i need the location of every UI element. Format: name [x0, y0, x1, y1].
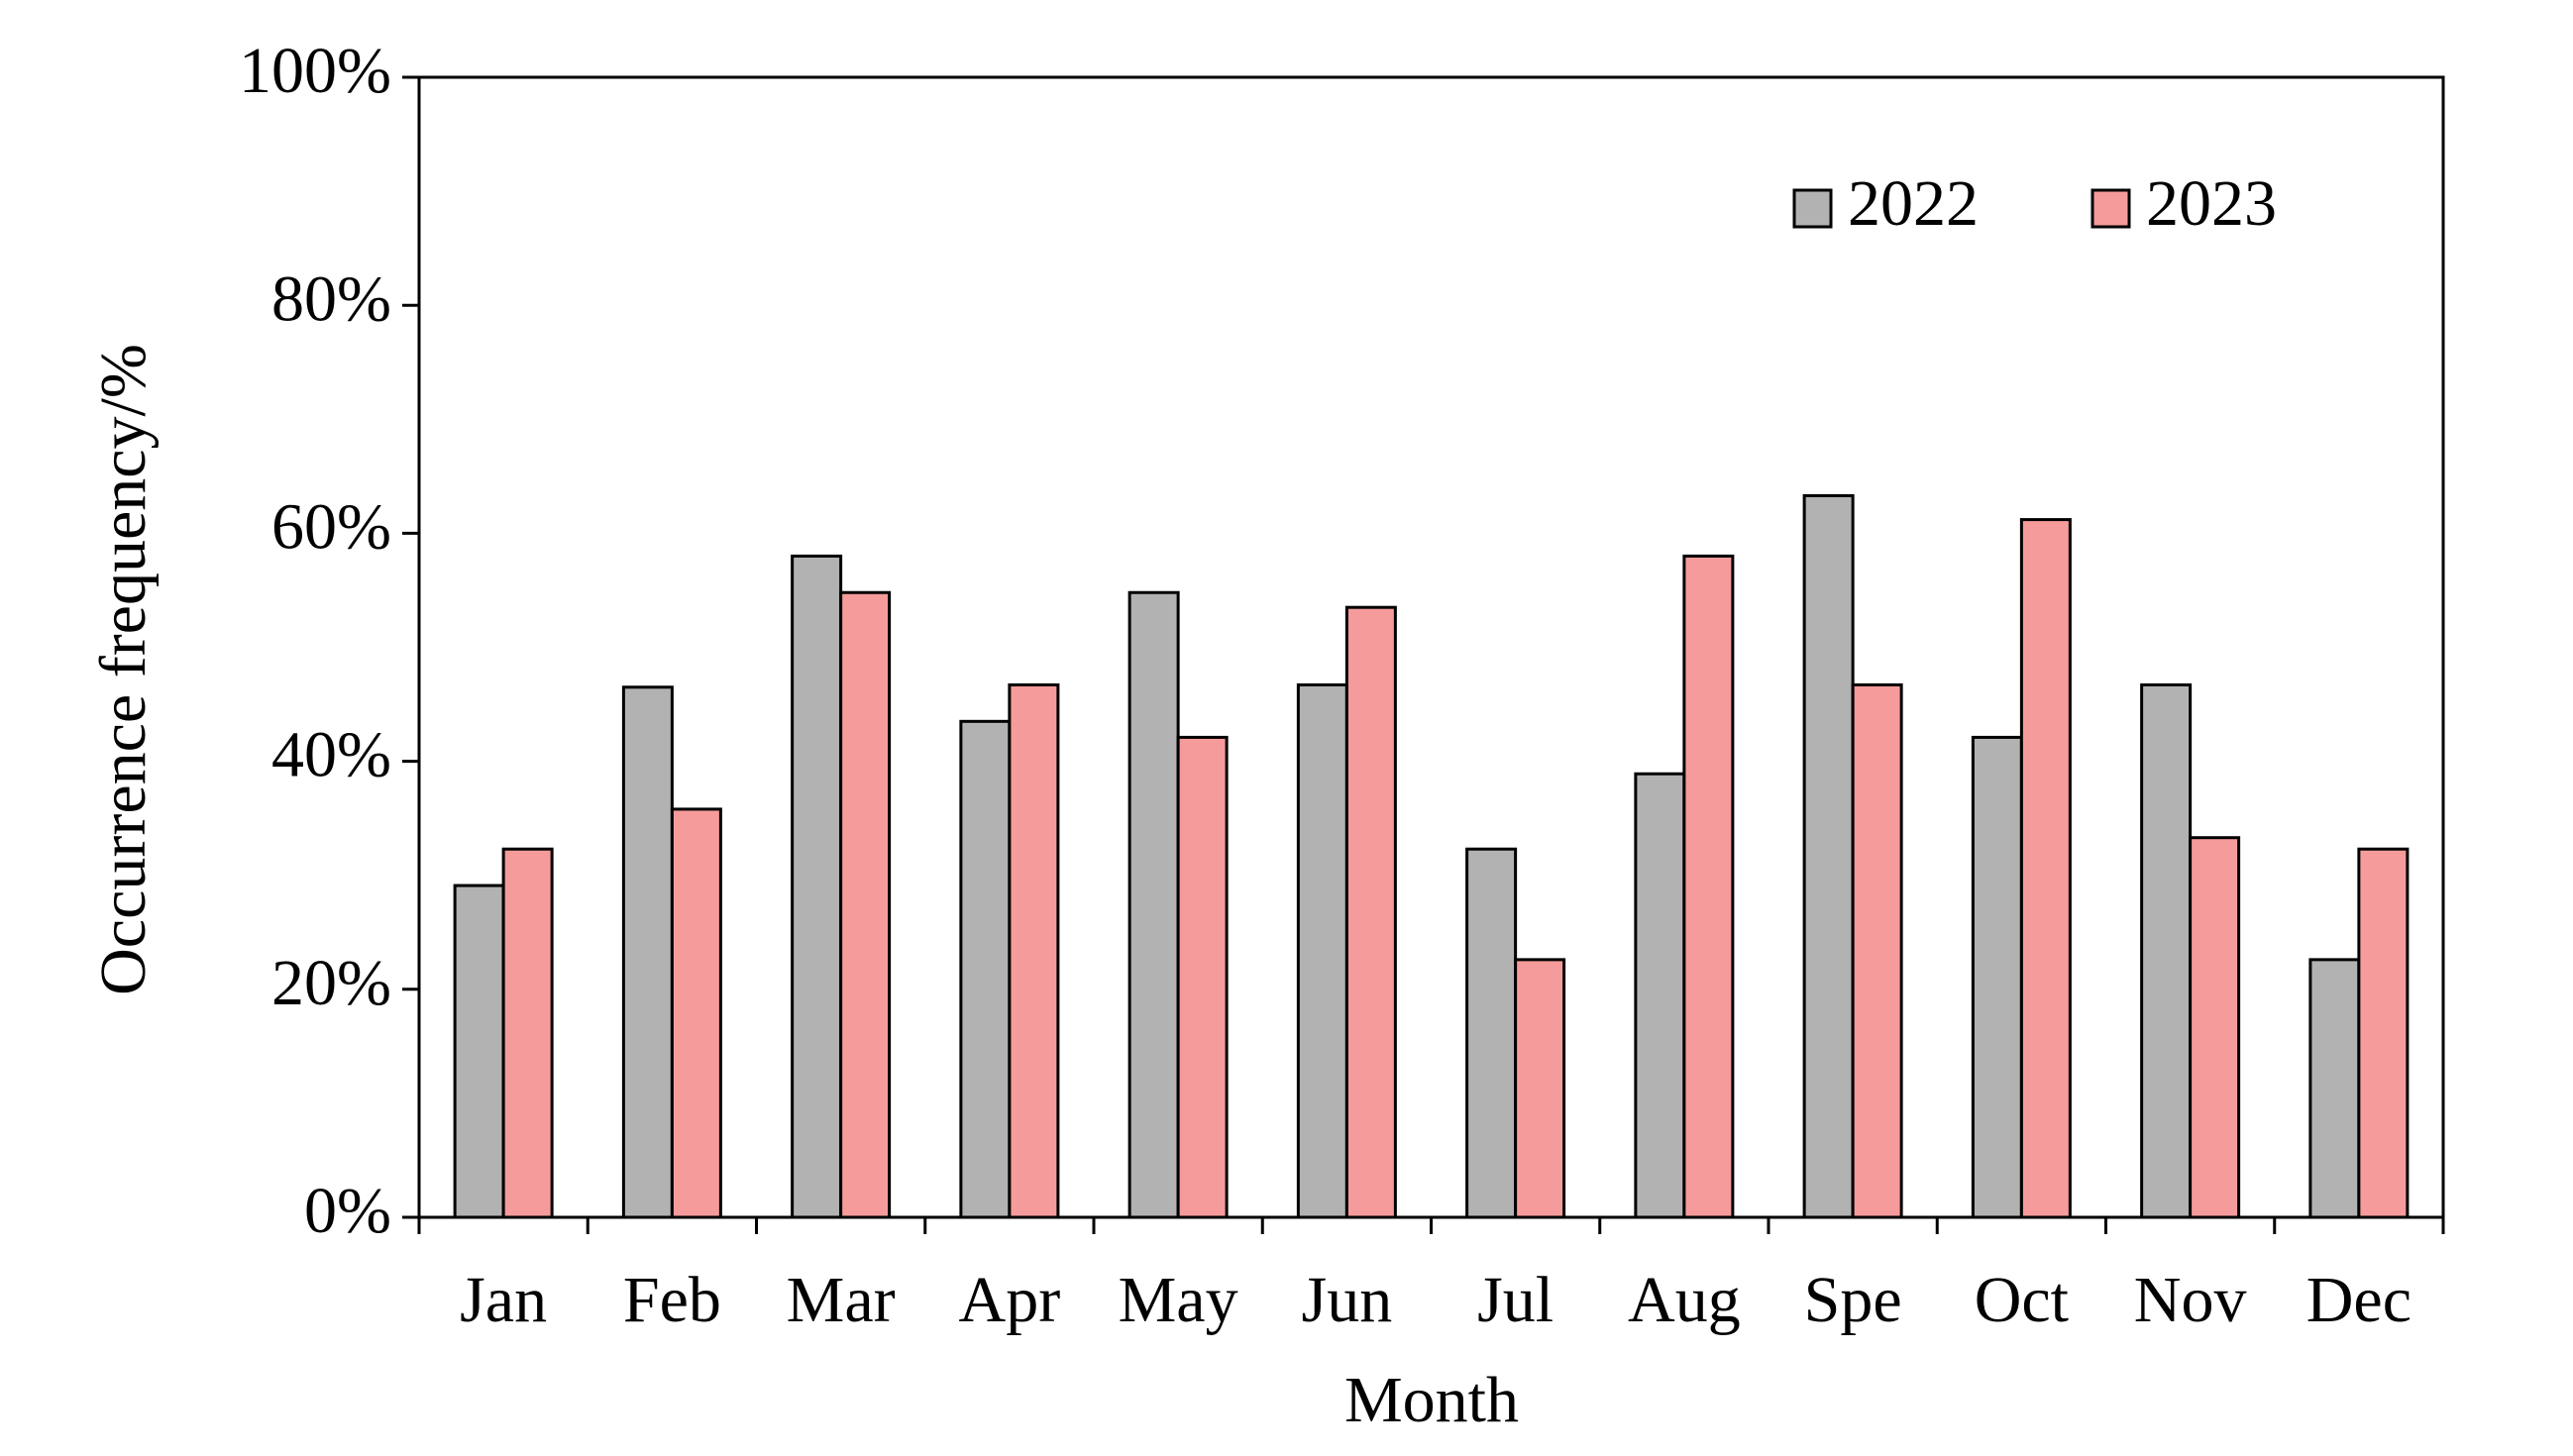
bar [791, 554, 843, 1219]
bar [1682, 554, 1735, 1219]
bar [2357, 847, 2410, 1219]
plot-frame [417, 75, 2445, 1219]
bar [1802, 493, 1855, 1219]
x-tick-label: Oct [1975, 1264, 2069, 1336]
y-axis-title: Occurrence frequency/% [87, 344, 160, 995]
bar [1851, 682, 1903, 1219]
legend-swatch [1792, 188, 1833, 229]
bar [1514, 958, 1566, 1219]
bar [2308, 958, 2361, 1219]
y-tick-label: 20% [271, 947, 391, 1019]
bar [1344, 605, 1397, 1219]
bar [2140, 682, 2193, 1219]
y-tick-label: 0% [304, 1175, 391, 1247]
y-tick-label: 40% [271, 719, 391, 791]
x-tick-label: Aug [1628, 1264, 1741, 1336]
x-tick-label: Spe [1804, 1264, 1902, 1336]
bar [621, 685, 674, 1219]
bar [1296, 682, 1348, 1219]
x-tick-label: Dec [2306, 1264, 2412, 1336]
bar [2019, 518, 2072, 1219]
bar [1008, 682, 1060, 1219]
y-tick-label: 80% [271, 262, 391, 335]
legend-label: 2023 [2146, 167, 2277, 240]
bar [453, 884, 505, 1219]
x-tick-label: Nov [2134, 1264, 2247, 1336]
x-tick-label: Jan [460, 1264, 547, 1336]
legend-label: 2022 [1848, 167, 1979, 240]
bar [670, 807, 722, 1219]
bar [501, 847, 554, 1219]
x-tick-label: Jun [1302, 1264, 1393, 1336]
x-tick-label: Jul [1477, 1264, 1554, 1336]
x-tick-label: Apr [959, 1264, 1061, 1336]
bar [1465, 847, 1518, 1219]
y-tick-label: 60% [271, 491, 391, 564]
x-tick-label: May [1119, 1264, 1238, 1336]
bar [2189, 836, 2241, 1219]
bar [1127, 590, 1180, 1219]
bar [1176, 735, 1229, 1219]
y-tick-label: 100% [239, 35, 391, 107]
bar [959, 719, 1012, 1219]
x-tick-label: Feb [623, 1264, 721, 1336]
bar [839, 590, 892, 1219]
bar [1971, 735, 2023, 1219]
x-tick-label: Mar [787, 1264, 896, 1336]
legend-swatch [2091, 188, 2131, 229]
x-axis-title: Month [1344, 1364, 1519, 1436]
bar [1634, 772, 1686, 1219]
